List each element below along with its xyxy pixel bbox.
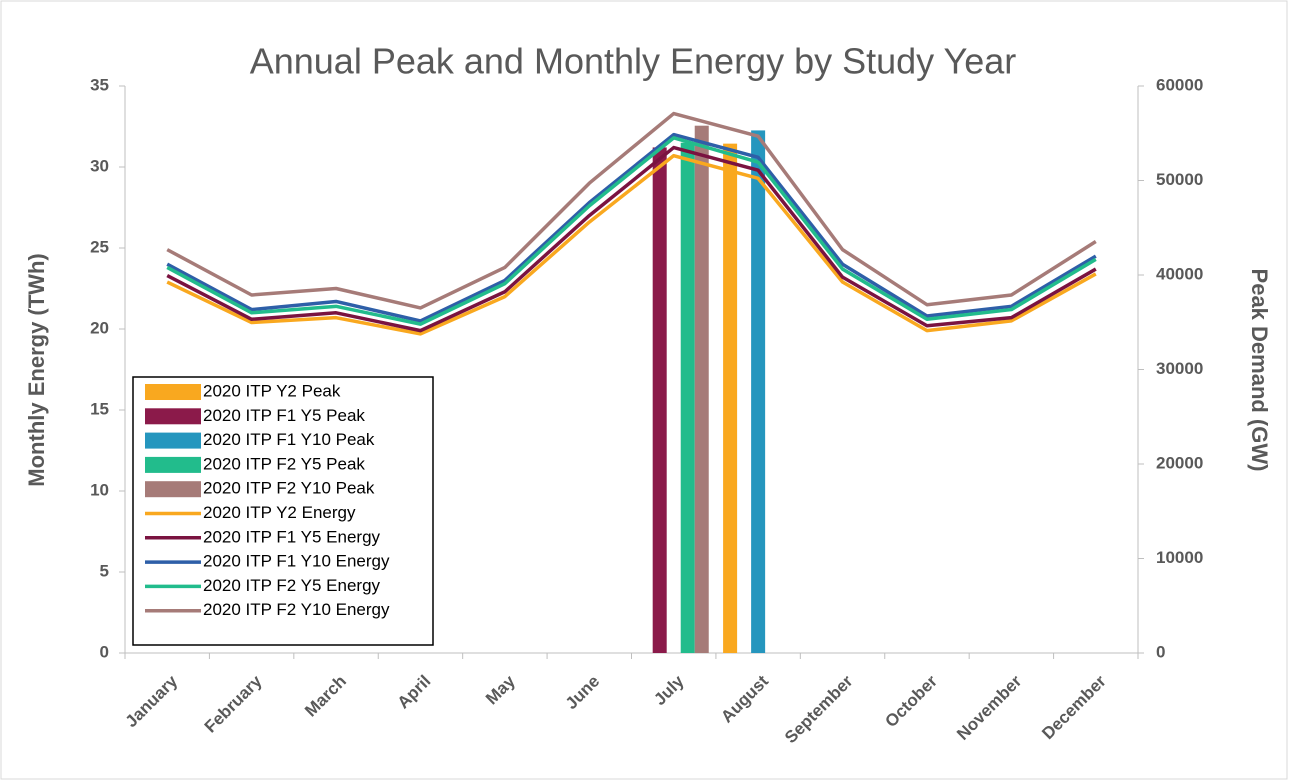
line: [166, 111, 1097, 310]
legend-label: 2020 ITP F2 Y10 Energy: [203, 600, 390, 619]
legend-swatch: [145, 481, 201, 498]
legend-label: 2020 ITP F2 Y5 Peak: [203, 454, 365, 473]
y-tick-label: 25: [90, 237, 109, 256]
y-tick-label: 15: [90, 399, 109, 418]
legend-label: 2020 ITP Y2 Peak: [203, 381, 341, 400]
line: [166, 132, 1097, 323]
y-axis-title: Monthly Energy (TWh): [24, 253, 49, 486]
y-tick-label: 20: [90, 318, 109, 337]
legend-swatch: [145, 432, 201, 449]
legend-swatch: [145, 408, 201, 425]
bar: [694, 125, 709, 653]
y2-axis-title: Peak Demand (GW): [1247, 269, 1272, 472]
line: [166, 136, 1097, 326]
bar: [680, 142, 695, 653]
legend-label: 2020 ITP F2 Y5 Energy: [203, 576, 381, 595]
legend-label: 2020 ITP F1 Y5 Energy: [203, 527, 381, 546]
bar: [723, 143, 738, 653]
y-tick-label: 5: [100, 561, 109, 580]
legend-label: 2020 ITP F1 Y10 Energy: [203, 552, 390, 571]
y-tick-label: 30: [90, 156, 109, 175]
legend: 2020 ITP Y2 Peak 2020 ITP F1 Y5 Peak 2020 …: [132, 376, 434, 646]
y2-tick-label: 0: [1156, 642, 1165, 661]
y2-tick-label: 20000: [1156, 453, 1203, 472]
legend-label: 2020 ITP F1 Y5 Peak: [203, 406, 365, 425]
chart-title: Annual Peak and Monthly Energy by Study …: [250, 41, 1017, 82]
y2-tick-label: 60000: [1156, 75, 1203, 94]
legend-label: 2020 ITP F1 Y10 Peak: [203, 430, 375, 449]
legend-label: 2020 ITP Y2 Energy: [203, 503, 356, 522]
bar: [652, 147, 667, 654]
line: [166, 145, 1097, 333]
y2-tick-label: 10000: [1156, 548, 1203, 567]
y2-tick-label: 30000: [1156, 359, 1203, 378]
y-tick-label: 35: [90, 75, 109, 94]
legend-label: 2020 ITP F2 Y10 Peak: [203, 479, 375, 498]
line: [166, 153, 1097, 336]
legend-swatch: [145, 384, 201, 400]
y-tick-label: 10: [90, 480, 109, 499]
y2-tick-label: 40000: [1156, 264, 1203, 283]
y2-tick-label: 50000: [1156, 170, 1203, 189]
y-tick-label: 0: [100, 642, 109, 661]
bar: [751, 130, 766, 654]
legend-swatch: [145, 456, 201, 473]
